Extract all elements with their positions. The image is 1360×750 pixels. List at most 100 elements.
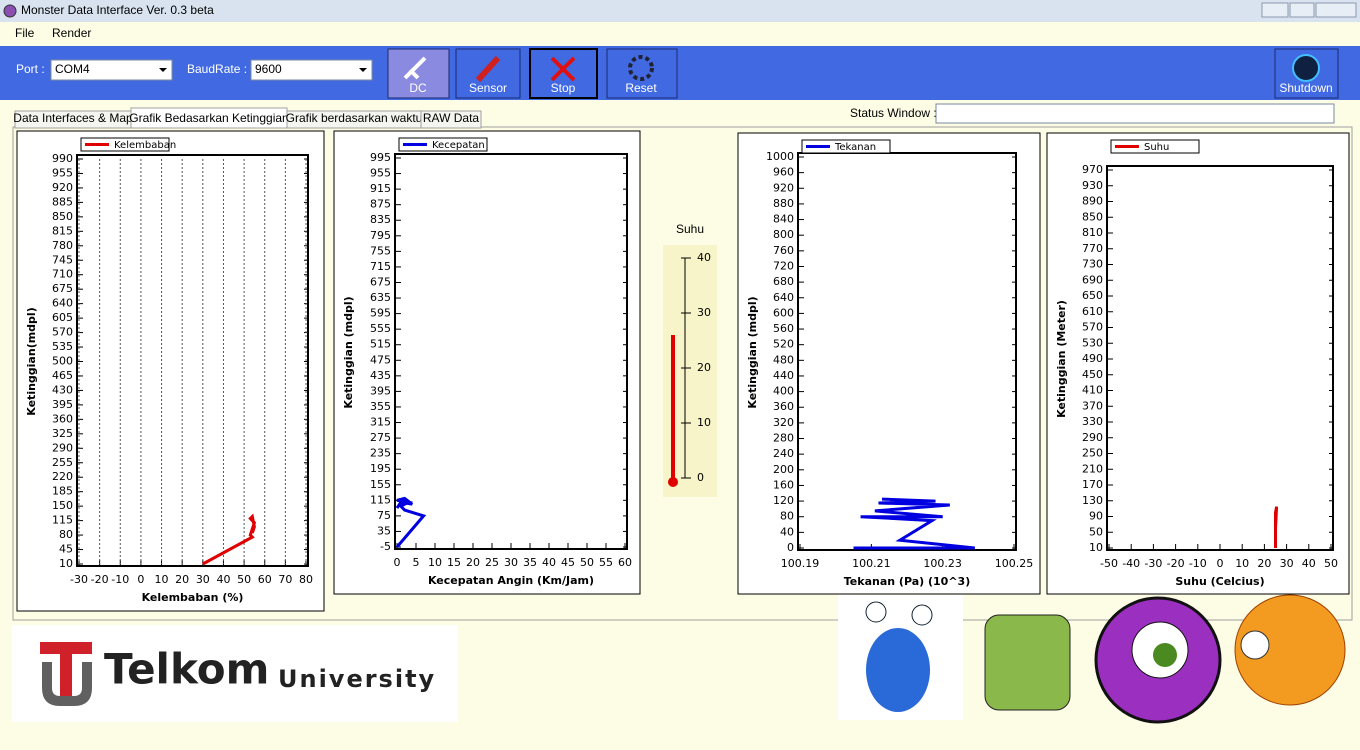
y-tick-label: 920 [52, 181, 73, 194]
mascot [1234, 594, 1346, 706]
plot-area [1106, 165, 1334, 551]
y-tick-label: 490 [1082, 352, 1103, 365]
y-tick-label: 885 [52, 195, 73, 208]
mascot-eye [1153, 643, 1177, 667]
y-tick-label: 280 [773, 432, 794, 445]
plot-area [394, 153, 628, 550]
mascot [984, 614, 1071, 711]
menu-item[interactable]: Render [52, 26, 91, 40]
logo-name: Telkom [104, 645, 269, 694]
y-tick-label: 850 [1082, 210, 1103, 223]
y-tick-label: 0 [787, 541, 794, 554]
y-tick-label: 915 [370, 182, 391, 195]
y-tick-label: 80 [780, 510, 794, 523]
maximize-button[interactable] [1289, 2, 1315, 18]
status-textbox[interactable] [935, 103, 1335, 124]
x-tick-label: 50 [580, 556, 594, 569]
legend-label: Tekanan [834, 142, 876, 153]
x-tick-label: -10 [111, 573, 129, 586]
close-button[interactable] [1315, 2, 1357, 18]
x-tick-label: 30 [504, 556, 518, 569]
y-tick-label: 240 [773, 447, 794, 460]
thermometer-title: Suhu [676, 222, 704, 236]
y-tick-label: 990 [52, 152, 73, 165]
y-tick-label: 755 [370, 244, 391, 257]
x-axis-label: Kecepatan Angin (Km/Jam) [428, 574, 594, 587]
minimize-button[interactable] [1261, 2, 1289, 18]
y-tick-label: 570 [1082, 321, 1103, 334]
x-tick-label: 30 [1280, 557, 1294, 570]
y-tick-label: 995 [370, 151, 391, 164]
x-tick-label: -40 [1122, 557, 1140, 570]
y-tick-label: 200 [773, 463, 794, 476]
legend-box [1110, 139, 1200, 154]
y-tick-label: 80 [59, 528, 73, 541]
data-line [202, 513, 257, 566]
y-tick-label: 560 [773, 322, 794, 335]
y-tick-label: 595 [370, 307, 391, 320]
window-title: Monster Data Interface Ver. 0.3 beta [21, 3, 214, 17]
y-tick-label: 465 [52, 369, 73, 382]
x-tick-label: 40 [1302, 557, 1316, 570]
y-tick-label: 850 [52, 210, 73, 223]
menu-item[interactable]: File [15, 26, 35, 40]
y-tick-label: 250 [1082, 447, 1103, 460]
mercury [671, 335, 675, 478]
y-tick-label: 330 [1082, 415, 1103, 428]
y-tick-label: 960 [773, 166, 794, 179]
y-tick-label: 10 [59, 557, 73, 570]
y-axis-label: Ketinggian (Meter) [1055, 300, 1068, 418]
port-value: COM4 [55, 62, 90, 76]
baud-label: BaudRate : [187, 62, 247, 76]
y-tick-label: 440 [773, 369, 794, 382]
x-tick-label: 35 [523, 556, 537, 569]
legend-label: Suhu [1144, 142, 1169, 153]
y-tick-label: 810 [1082, 226, 1103, 239]
x-tick-label: 20 [466, 556, 480, 569]
scale-label: 30 [697, 306, 711, 319]
legend-box [80, 137, 170, 152]
port-combo[interactable] [50, 59, 173, 81]
x-tick-label: 5 [413, 556, 420, 569]
y-tick-label: 360 [773, 400, 794, 413]
x-tick-label: 100.19 [781, 557, 820, 570]
tab[interactable] [420, 110, 482, 129]
y-tick-label: 535 [52, 340, 73, 353]
y-tick-label: 890 [1082, 195, 1103, 208]
y-tick-label: 955 [52, 166, 73, 179]
x-tick-label: 50 [1324, 557, 1338, 570]
y-tick-label: 360 [52, 412, 73, 425]
y-tick-label: 10 [1089, 541, 1103, 554]
title-bar [0, 0, 1360, 22]
y-tick-label: 50 [1089, 525, 1103, 538]
y-tick-label: 745 [52, 253, 73, 266]
stop-button[interactable] [529, 48, 598, 99]
sensor-button[interactable] [455, 48, 521, 99]
baud-combo[interactable] [250, 59, 373, 81]
y-tick-label: 480 [773, 353, 794, 366]
scale-label: 0 [697, 471, 704, 484]
y-tick-label: 410 [1082, 384, 1103, 397]
x-tick-label: 10 [428, 556, 442, 569]
tab-label: Grafik berdasarkan waktu [286, 111, 423, 125]
y-tick-label: 770 [1082, 242, 1103, 255]
y-tick-label: 395 [370, 384, 391, 397]
y-tick-label: 400 [773, 385, 794, 398]
y-axis-label: Ketinggian (mdpl) [746, 296, 759, 408]
x-tick-label: 20 [175, 573, 189, 586]
x-tick-label: 10 [1235, 557, 1249, 570]
dc-button[interactable] [387, 48, 450, 99]
sensor-icon [475, 55, 501, 83]
x-tick-label: -10 [1189, 557, 1207, 570]
y-tick-label: 680 [773, 275, 794, 288]
x-tick-label: 60 [258, 573, 272, 586]
y-tick-label: 640 [773, 291, 794, 304]
data-line [1274, 506, 1279, 548]
y-axis-label: Ketinggian(mdpl) [25, 307, 38, 415]
x-tick-label: 25 [485, 556, 499, 569]
legend-label: Kelembaban [114, 140, 176, 151]
x-tick-label: 15 [447, 556, 461, 569]
y-tick-label: 675 [370, 275, 391, 288]
y-tick-label: 290 [1082, 431, 1103, 444]
y-tick-label: 1000 [766, 150, 794, 163]
